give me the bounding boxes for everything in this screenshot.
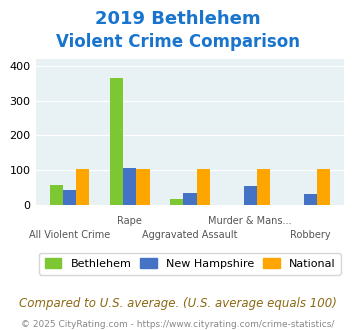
Text: 2019 Bethlehem: 2019 Bethlehem: [95, 10, 260, 28]
Bar: [110, 79, 123, 205]
Bar: [123, 168, 136, 205]
Text: Robbery: Robbery: [290, 230, 331, 240]
Bar: [317, 169, 330, 205]
Text: Compared to U.S. average. (U.S. average equals 100): Compared to U.S. average. (U.S. average …: [18, 297, 337, 310]
Bar: [257, 169, 270, 205]
Bar: [63, 190, 76, 205]
Text: Rape: Rape: [117, 216, 142, 226]
Bar: [244, 186, 257, 205]
Bar: [136, 169, 149, 205]
Bar: [170, 199, 183, 205]
Bar: [197, 169, 210, 205]
Bar: [183, 192, 197, 205]
Bar: [50, 185, 63, 205]
Text: Aggravated Assault: Aggravated Assault: [142, 230, 238, 240]
Bar: [76, 169, 89, 205]
Text: Murder & Mans...: Murder & Mans...: [208, 216, 292, 226]
Text: Violent Crime Comparison: Violent Crime Comparison: [55, 33, 300, 51]
Legend: Bethlehem, New Hampshire, National: Bethlehem, New Hampshire, National: [39, 253, 340, 275]
Text: © 2025 CityRating.com - https://www.cityrating.com/crime-statistics/: © 2025 CityRating.com - https://www.city…: [21, 320, 334, 329]
Bar: [304, 193, 317, 205]
Text: All Violent Crime: All Violent Crime: [29, 230, 110, 240]
